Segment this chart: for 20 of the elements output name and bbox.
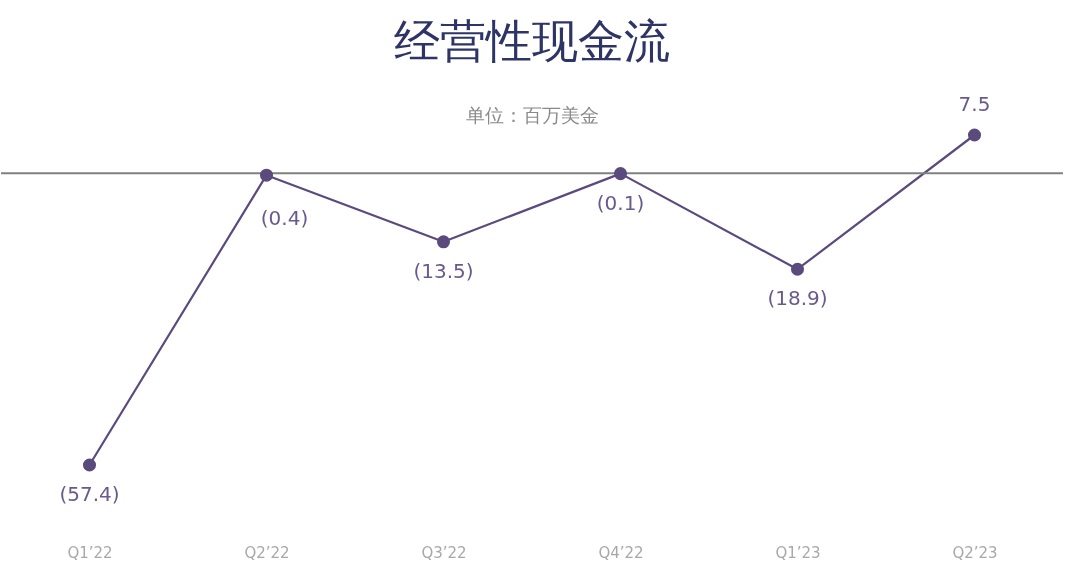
data-label: (0.1): [596, 190, 645, 215]
data-label: (57.4): [59, 482, 120, 506]
data-label: 7.5: [958, 92, 991, 116]
x-tick-label: Q1’22: [67, 543, 113, 562]
chart-subtitle: 单位：百万美金: [465, 104, 599, 126]
point: [259, 168, 274, 182]
x-tick-label: Q3’22: [421, 543, 467, 562]
point: [967, 128, 982, 142]
point: [82, 458, 97, 472]
data-label: (13.5): [413, 258, 474, 283]
data-label: (18.9): [767, 286, 828, 311]
chart-title: 经营性现金流: [394, 14, 670, 68]
x-tick-label: Q2’23: [952, 543, 998, 562]
point: [613, 167, 628, 181]
x-tick-label: Q2’22: [244, 543, 290, 562]
point: [436, 235, 451, 249]
data-label: (0.4): [260, 206, 309, 231]
point: [790, 262, 805, 276]
x-tick-label: Q4’22: [598, 543, 644, 562]
x-tick-label: Q1’23: [775, 543, 821, 562]
